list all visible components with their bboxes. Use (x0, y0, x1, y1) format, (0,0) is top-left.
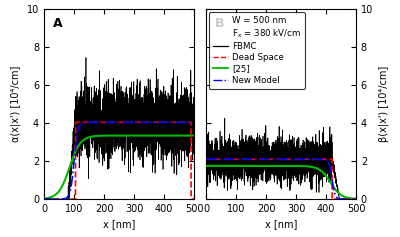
Text: B: B (215, 17, 224, 30)
Legend: W = 500 nm, F$_x$ = 380 kV/cm, FBMC, Dead Space, [25], New Model: W = 500 nm, F$_x$ = 380 kV/cm, FBMC, Dea… (208, 12, 305, 89)
Y-axis label: β(x|x') [10⁴/cm]: β(x|x') [10⁴/cm] (379, 66, 389, 142)
Y-axis label: α(x|x') [10⁴/cm]: α(x|x') [10⁴/cm] (11, 66, 21, 142)
X-axis label: x [nm]: x [nm] (103, 219, 135, 229)
Text: A: A (53, 17, 63, 30)
X-axis label: x [nm]: x [nm] (265, 219, 297, 229)
